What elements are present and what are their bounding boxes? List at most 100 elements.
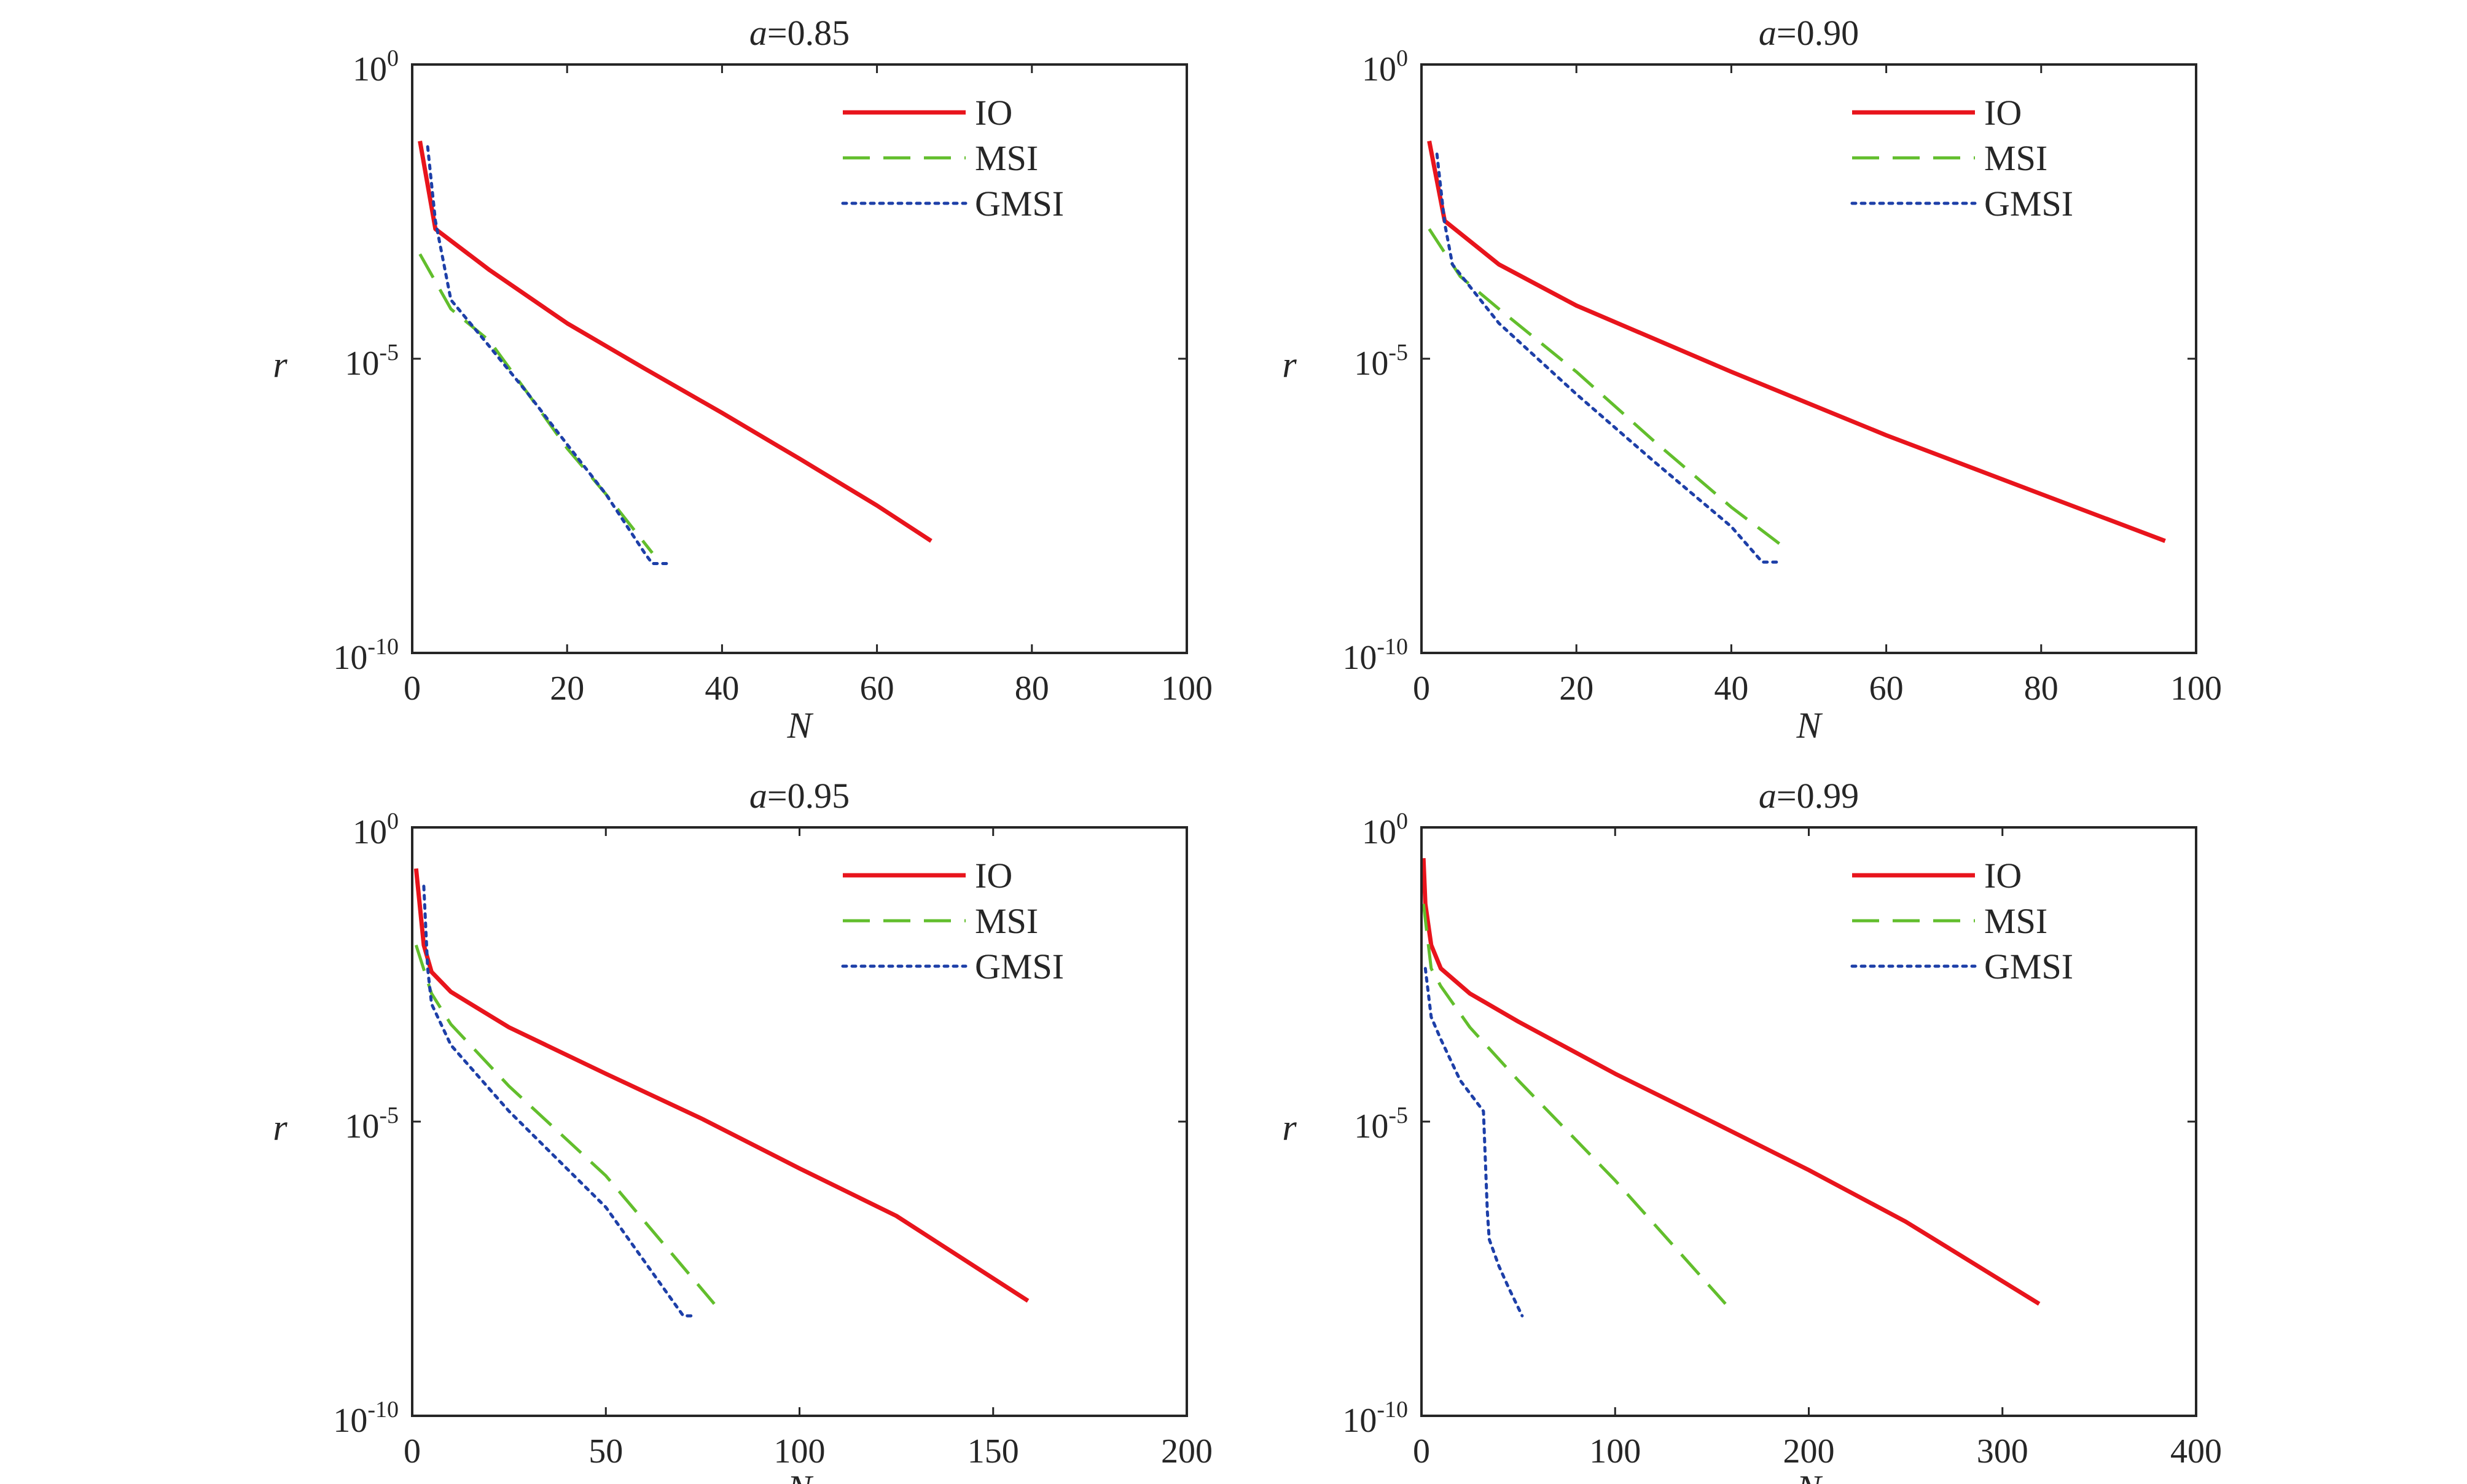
series-line-gmsi <box>1435 152 1780 564</box>
legend-label-msi: MSI <box>1984 138 2047 178</box>
y-tick-base: 10 <box>1354 1107 1388 1146</box>
x-tick-label: 40 <box>705 670 739 708</box>
y-tick-label: 100 <box>1362 808 1408 851</box>
y-axis-label: r <box>1282 1107 1297 1148</box>
axes-frame <box>411 63 1188 654</box>
x-axis-label: N <box>1796 1468 1823 1484</box>
x-tick-label: 40 <box>1714 670 1748 708</box>
y-tick-label: 10-5 <box>1354 1103 1408 1146</box>
y-axis-label: r <box>273 1107 287 1148</box>
y-tick-label: 10-10 <box>1342 1397 1408 1440</box>
legend-label-gmsi: GMSI <box>975 184 1064 224</box>
title-parameter: a <box>749 776 767 816</box>
y-tick-base: 10 <box>1342 1402 1377 1440</box>
x-axis-label: N <box>786 705 813 746</box>
y-tick-label: 10-10 <box>1342 634 1408 677</box>
legend: IO MSI GMSI <box>841 856 1064 986</box>
y-tick-base: 10 <box>1342 639 1377 677</box>
x-tick-label: 100 <box>774 1432 826 1470</box>
y-tick-exponent: -5 <box>1388 1103 1408 1128</box>
y-axis-label: r <box>273 345 287 385</box>
y-tick-exponent: -5 <box>379 1103 399 1128</box>
y-tick-label: 10-10 <box>333 634 399 677</box>
x-tick-label: 20 <box>1559 670 1593 708</box>
y-tick-exponent: 0 <box>1396 45 1408 71</box>
series-group <box>1427 140 2166 564</box>
y-tick-label: 100 <box>353 808 399 851</box>
x-tick-label: 200 <box>1783 1432 1835 1470</box>
x-tick-label: 80 <box>1015 670 1049 708</box>
y-tick-label: 100 <box>1362 45 1408 88</box>
legend-label-msi: MSI <box>975 901 1038 941</box>
series-line-msi <box>414 944 716 1305</box>
axes-frame <box>411 826 1188 1417</box>
legend: IO MSI GMSI <box>1850 93 2073 224</box>
series-line-msi <box>1421 904 1727 1305</box>
y-tick-exponent: -10 <box>1377 1397 1408 1423</box>
x-tick-label: 400 <box>2170 1432 2222 1470</box>
series-line-msi <box>1428 228 1787 550</box>
x-tick-label: 150 <box>968 1432 1019 1470</box>
legend-label-gmsi: GMSI <box>1984 947 2073 986</box>
title-value: =0.85 <box>767 13 850 53</box>
y-tick-base: 10 <box>345 345 379 383</box>
x-tick-label: 60 <box>1869 670 1904 708</box>
title-value: =0.90 <box>1777 13 1859 53</box>
y-tick-label: 10-5 <box>345 340 399 383</box>
panel-a-085: 0 20 40 60 80 10010010-510-10Nra=0.85IOMSIGMS… <box>273 13 1213 746</box>
y-tick-exponent: -10 <box>367 634 399 660</box>
title-parameter: a <box>1759 776 1777 816</box>
title-parameter: a <box>1759 13 1777 53</box>
series-line-io <box>1427 140 2166 543</box>
series-group <box>413 868 1030 1318</box>
series-group <box>418 140 932 565</box>
legend-label-msi: MSI <box>1984 901 2047 941</box>
y-tick-base: 10 <box>333 639 367 677</box>
panel-title: a=0.99 <box>1759 776 1859 816</box>
x-axis-label: N <box>786 1468 813 1484</box>
series-line-gmsi <box>422 885 697 1318</box>
x-axis-label: N <box>1796 705 1823 746</box>
panel-title: a=0.85 <box>749 13 850 53</box>
y-tick-exponent: -5 <box>1388 340 1408 365</box>
legend: IO MSI GMSI <box>1850 856 2073 986</box>
y-tick-base: 10 <box>345 1107 379 1146</box>
panel-a-099: 010020030040010010-510-10Nra=0.99IOMSIGM… <box>1282 776 2222 1484</box>
y-tick-exponent: -10 <box>1377 634 1408 660</box>
legend-label-io: IO <box>1984 856 2022 896</box>
legend: IO MSI GMSI <box>841 93 1064 224</box>
y-tick-exponent: 0 <box>387 808 399 834</box>
y-tick-base: 10 <box>333 1402 367 1440</box>
legend-label-msi: MSI <box>975 138 1038 178</box>
y-tick-label: 100 <box>353 45 399 88</box>
y-tick-base: 10 <box>1354 345 1388 383</box>
panel-title: a=0.95 <box>749 776 850 816</box>
x-tick-label: 100 <box>2170 670 2222 708</box>
x-tick-label: 100 <box>1161 670 1213 708</box>
y-axis-label: r <box>1282 345 1297 385</box>
y-tick-base: 10 <box>353 50 387 88</box>
legend-label-io: IO <box>975 93 1012 133</box>
y-tick-exponent: -10 <box>367 1397 399 1423</box>
legend-label-gmsi: GMSI <box>1984 184 2073 224</box>
y-tick-base: 10 <box>1362 813 1396 851</box>
legend-label-gmsi: GMSI <box>975 947 1064 986</box>
y-tick-label: 10-5 <box>345 1103 399 1146</box>
y-tick-label: 10-10 <box>333 1397 399 1440</box>
panel-title: a=0.90 <box>1759 13 1859 53</box>
title-parameter: a <box>749 13 767 53</box>
legend-label-io: IO <box>975 856 1012 896</box>
series-line-io <box>1421 857 2041 1306</box>
x-tick-label: 200 <box>1161 1432 1213 1470</box>
series-line-gmsi <box>1423 967 1524 1318</box>
legend-label-io: IO <box>1984 93 2022 133</box>
title-value: =0.99 <box>1777 776 1859 816</box>
x-tick-label: 0 <box>1413 1432 1430 1470</box>
x-tick-label: 0 <box>404 670 421 708</box>
x-tick-label: 60 <box>860 670 894 708</box>
x-tick-label: 20 <box>550 670 584 708</box>
y-tick-exponent: -5 <box>379 340 399 365</box>
y-tick-exponent: 0 <box>387 45 399 71</box>
x-tick-label: 80 <box>2024 670 2058 708</box>
